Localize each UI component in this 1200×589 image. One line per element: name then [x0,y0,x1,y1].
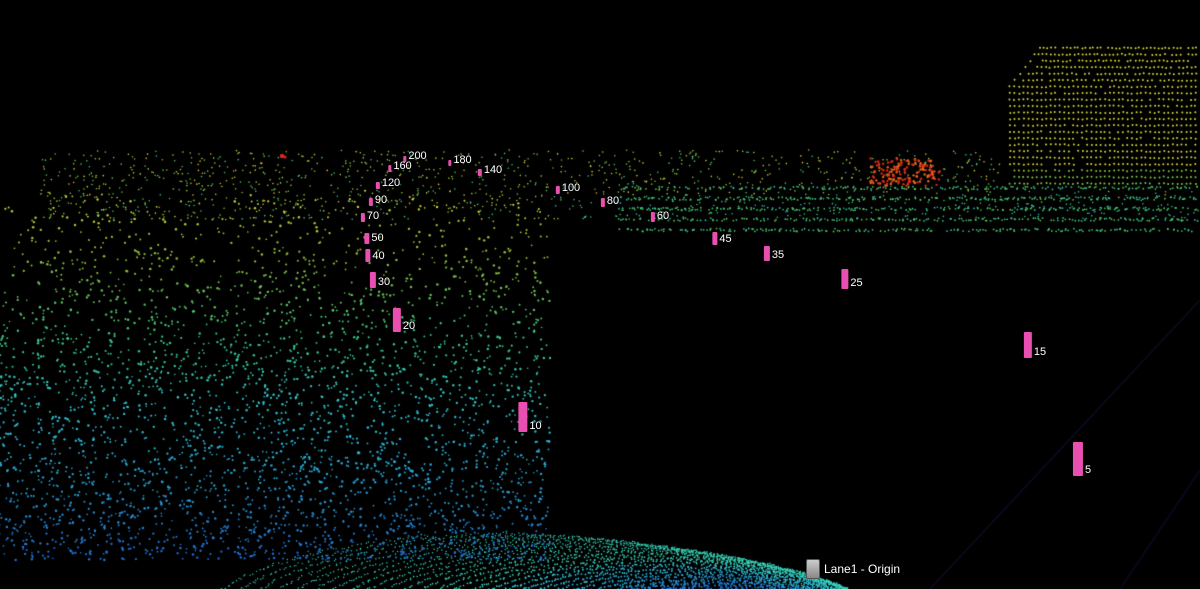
lidar-pointcloud-view: 5 10 15 20 25 30 35 40 45 50 60 70 80 90 100 120 140 160 1… [0,0,1200,589]
origin-label: Lane1 - Origin [824,562,900,576]
distance-marker: 15 [1024,332,1046,358]
distance-marker-bar [365,249,370,262]
distance-marker-label: 200 [408,151,426,162]
distance-marker-label: 25 [850,278,862,289]
distance-marker-bar [361,213,365,222]
pointcloud-canvas [0,0,1200,589]
distance-marker: 100 [556,183,580,194]
distance-marker-bar [1024,332,1032,358]
distance-marker-bar [1073,442,1083,476]
distance-marker-bar [448,160,451,166]
distance-marker-label: 5 [1085,465,1091,476]
distance-marker: 30 [370,272,390,288]
distance-marker: 25 [841,269,862,289]
distance-marker-bar [712,232,717,245]
distance-marker-bar [841,269,848,289]
distance-marker-label: 70 [367,211,379,222]
distance-marker-bar [393,308,401,332]
distance-marker: 180 [448,155,471,166]
distance-marker: 140 [478,165,502,176]
distance-marker-bar [518,402,527,432]
distance-marker-label: 120 [382,178,400,189]
distance-marker-label: 35 [772,250,784,261]
distance-marker: 200 [403,151,426,162]
distance-marker-bar [556,186,560,194]
distance-marker: 5 [1073,442,1091,476]
distance-marker-bar [403,156,406,162]
distance-marker-label: 15 [1034,347,1046,358]
distance-marker-label: 180 [453,155,471,166]
distance-marker-label: 60 [657,211,669,222]
distance-marker: 160 [388,161,411,172]
distance-marker: 120 [376,178,400,189]
distance-marker-label: 45 [719,234,731,245]
distance-marker-label: 80 [607,196,619,207]
distance-marker-label: 20 [403,321,415,332]
distance-marker-bar [388,165,391,172]
distance-marker: 70 [361,211,379,222]
distance-marker-label: 140 [484,165,502,176]
distance-marker: 90 [369,195,387,206]
distance-marker: 40 [365,249,384,262]
distance-marker-label: 90 [375,195,387,206]
distance-marker-label: 100 [562,183,580,194]
distance-marker: 60 [651,211,669,222]
distance-marker-label: 50 [371,233,383,244]
distance-marker-bar [369,198,373,206]
distance-marker-bar [478,169,482,176]
origin-sensor-icon [806,559,820,579]
distance-marker: 10 [518,402,541,432]
distance-marker: 35 [764,246,784,261]
distance-marker-label: 30 [378,277,390,288]
distance-marker: 50 [364,233,383,244]
distance-marker-bar [651,212,655,222]
distance-marker: 45 [712,232,731,245]
distance-marker-label: 10 [529,421,541,432]
distance-marker: 20 [393,308,415,332]
distance-marker-label: 160 [393,161,411,172]
distance-marker-label: 40 [372,251,384,262]
distance-marker-bar [601,198,605,207]
distance-marker-bar [364,233,369,244]
distance-marker-bar [370,272,376,288]
distance-marker-bar [376,182,380,189]
distance-marker-bar [764,246,770,261]
distance-marker: 80 [601,196,619,207]
